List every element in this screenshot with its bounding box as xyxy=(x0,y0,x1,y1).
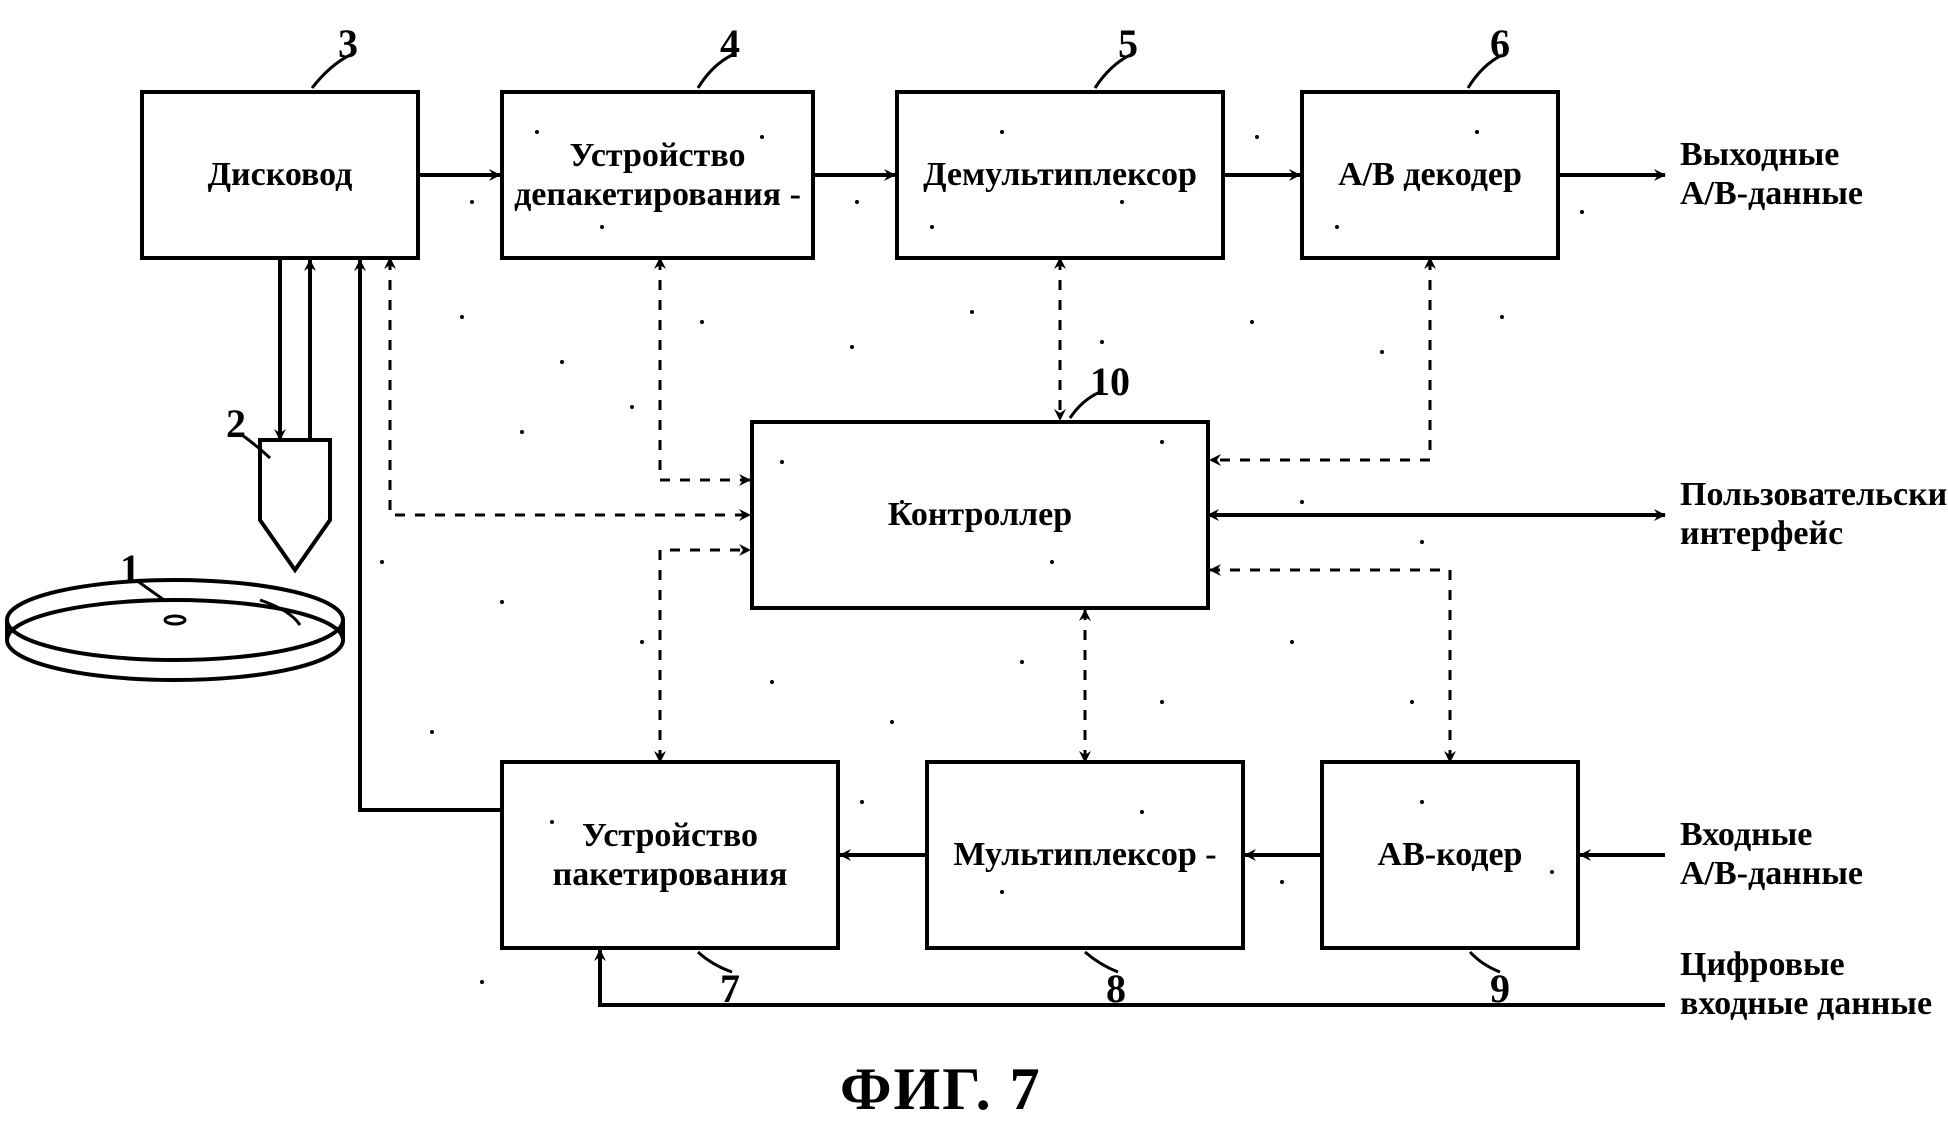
noise-dot xyxy=(1475,130,1479,134)
noise-dot xyxy=(630,405,634,409)
noise-dot xyxy=(480,980,484,984)
block-depacketizer: Устройство депакетирования - xyxy=(500,90,815,260)
block-drive-label: Дисковод xyxy=(208,155,353,194)
noise-dot xyxy=(380,560,384,564)
leader-1 xyxy=(136,580,164,600)
block-av-coder: АВ-кодер xyxy=(1320,760,1580,950)
noise-dot xyxy=(855,200,859,204)
ctrl-10-4 xyxy=(660,260,750,480)
noise-dot xyxy=(520,430,524,434)
noise-dot xyxy=(500,600,504,604)
label-user-interface: Пользовательский интерфейс xyxy=(1680,475,1948,553)
noise-dot xyxy=(1140,810,1144,814)
block-controller-label: Контроллер xyxy=(888,495,1072,534)
disc xyxy=(7,580,343,680)
noise-dot xyxy=(970,310,974,314)
ref-1: 1 xyxy=(120,545,140,592)
noise-dot xyxy=(850,345,854,349)
ref-6: 6 xyxy=(1490,20,1510,67)
noise-dot xyxy=(1020,660,1024,664)
noise-dot xyxy=(890,720,894,724)
block-demux-label: Демультиплексор xyxy=(923,155,1197,194)
noise-dot xyxy=(1000,130,1004,134)
figure-caption: ФИГ. 7 xyxy=(840,1055,1042,1124)
block-av-coder-label: АВ-кодер xyxy=(1378,835,1523,874)
ctrl-10-3 xyxy=(390,260,750,515)
noise-dot xyxy=(1255,135,1259,139)
block-mux: Мультиплексор - xyxy=(925,760,1245,950)
ref-7: 7 xyxy=(720,965,740,1012)
ctrl-10-6 xyxy=(1210,260,1430,460)
optical-head xyxy=(260,440,330,570)
noise-dot xyxy=(1160,440,1164,444)
block-av-decoder-label: А/В декодер xyxy=(1338,155,1522,194)
noise-dot xyxy=(535,130,539,134)
noise-dot xyxy=(1280,880,1284,884)
noise-dot xyxy=(1335,225,1339,229)
noise-dot xyxy=(760,135,764,139)
noise-dot xyxy=(860,800,864,804)
noise-dot xyxy=(1420,800,1424,804)
noise-dot xyxy=(1500,315,1504,319)
noise-dot xyxy=(1580,210,1584,214)
noise-dot xyxy=(1050,560,1054,564)
diagram-canvas: Дисковод Устройство депакетирования - Де… xyxy=(0,0,1948,1140)
ref-2: 2 xyxy=(226,400,246,447)
block-packetizer-label: Устройство пакетирования xyxy=(504,816,836,894)
noise-dot xyxy=(1100,340,1104,344)
noise-dot xyxy=(770,680,774,684)
block-drive: Дисковод xyxy=(140,90,420,260)
label-output-av: Выходные А/В-данные xyxy=(1680,135,1863,213)
noise-dot xyxy=(430,730,434,734)
block-av-decoder: А/В декодер xyxy=(1300,90,1560,260)
noise-dot xyxy=(1250,320,1254,324)
noise-dot xyxy=(1000,890,1004,894)
noise-dot xyxy=(1290,640,1294,644)
ref-3: 3 xyxy=(338,20,358,67)
block-demux: Демультиплексор xyxy=(895,90,1225,260)
ref-4: 4 xyxy=(720,20,740,67)
ref-8: 8 xyxy=(1106,965,1126,1012)
noise-dot xyxy=(460,315,464,319)
noise-dot xyxy=(470,200,474,204)
ref-5: 5 xyxy=(1118,20,1138,67)
noise-dot xyxy=(930,225,934,229)
leader-2 xyxy=(242,435,270,458)
noise-dot xyxy=(600,225,604,229)
noise-dot xyxy=(640,640,644,644)
noise-dot xyxy=(1300,500,1304,504)
noise-dot xyxy=(1410,700,1414,704)
noise-dot xyxy=(1380,350,1384,354)
ref-9: 9 xyxy=(1490,965,1510,1012)
label-digital-input: Цифровые входные данные xyxy=(1680,945,1932,1023)
block-mux-label: Мультиплексор - xyxy=(953,835,1216,874)
noise-dot xyxy=(1550,870,1554,874)
block-depacketizer-label: Устройство депакетирования - xyxy=(504,136,811,214)
noise-dot xyxy=(1120,200,1124,204)
block-packetizer: Устройство пакетирования xyxy=(500,760,840,950)
noise-dot xyxy=(700,880,704,884)
block-controller: Контроллер xyxy=(750,420,1210,610)
noise-dot xyxy=(1420,540,1424,544)
noise-dot xyxy=(700,320,704,324)
noise-dot xyxy=(550,820,554,824)
noise-dot xyxy=(560,360,564,364)
arrow-7-3 xyxy=(360,260,500,810)
ctrl-10-9 xyxy=(1210,570,1450,760)
ctrl-10-7 xyxy=(660,550,750,760)
label-input-av: Входные А/В-данные xyxy=(1680,815,1863,893)
noise-dot xyxy=(780,460,784,464)
ref-10: 10 xyxy=(1090,358,1130,405)
noise-dot xyxy=(900,500,904,504)
noise-dot xyxy=(1160,700,1164,704)
